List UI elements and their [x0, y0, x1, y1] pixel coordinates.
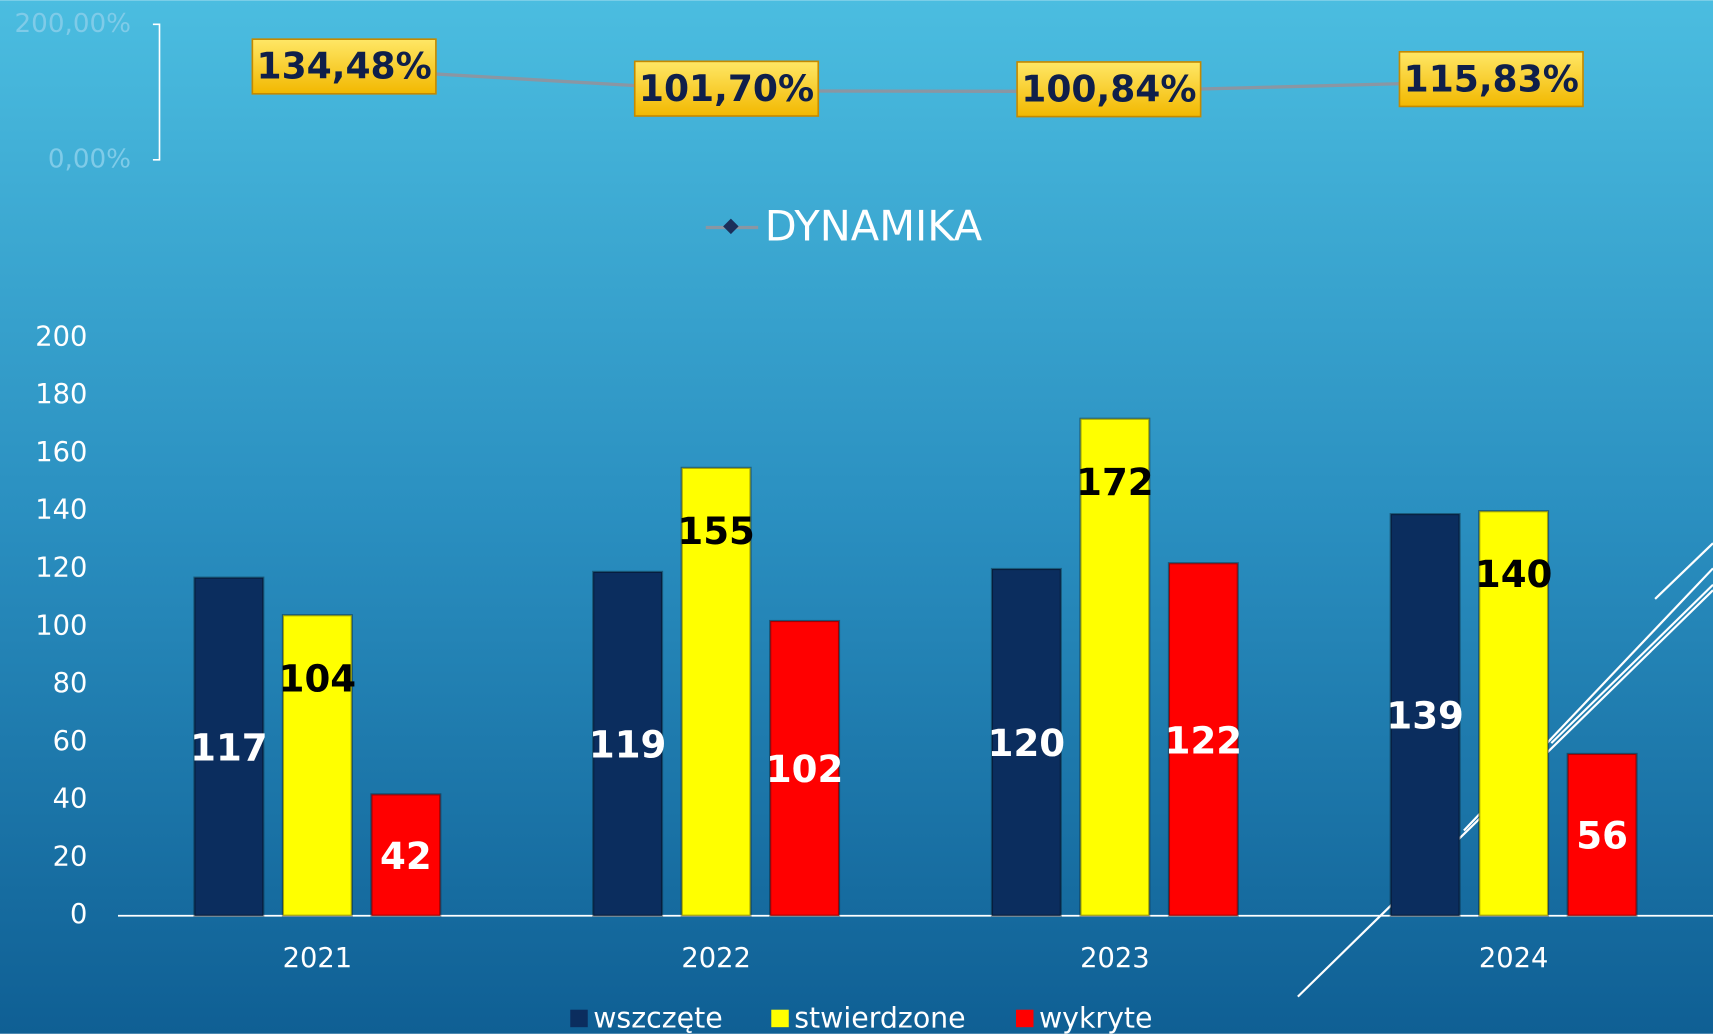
- legend-label: DYNAMIKA: [765, 202, 983, 251]
- legend-swatch: [771, 1010, 788, 1027]
- data-label: 56: [1576, 815, 1628, 858]
- legend-label: wykryte: [1039, 1002, 1153, 1034]
- x-tick-label: 2024: [1479, 943, 1548, 974]
- data-label: 119: [589, 724, 667, 767]
- y-tick-label: 0: [70, 899, 87, 930]
- legend-swatch: [570, 1010, 587, 1027]
- data-label: 42: [380, 835, 432, 878]
- y-tick-label: 20: [53, 841, 88, 872]
- y-tick-label: 0,00%: [48, 144, 131, 174]
- data-label: 122: [1165, 719, 1243, 762]
- y-tick-label: 40: [53, 784, 88, 815]
- y-tick-label: 120: [35, 553, 87, 584]
- y-tick-label: 200,00%: [15, 9, 132, 39]
- data-label: 140: [1475, 553, 1552, 596]
- page: 0,00% 200,00% 134,48% 101,70% 100,84% 115,83%…: [0, 0, 1713, 1034]
- data-label: 117: [190, 726, 268, 769]
- data-label: 172: [1076, 461, 1154, 504]
- x-tick-label: 2023: [1080, 943, 1149, 974]
- data-label: 134,48%: [257, 46, 432, 88]
- y-tick-label: 200: [35, 321, 87, 352]
- x-tick-label: 2021: [283, 943, 352, 974]
- data-label: 104: [279, 657, 357, 700]
- data-label: 120: [988, 722, 1066, 765]
- data-label: 102: [766, 748, 844, 791]
- chart: 0,00% 200,00% 134,48% 101,70% 100,84% 115,83%…: [0, 0, 1713, 1034]
- y-tick-label: 60: [53, 726, 88, 757]
- x-tick-label: 2022: [681, 943, 750, 974]
- y-tick-label: 160: [35, 437, 87, 468]
- data-label: 139: [1386, 695, 1464, 738]
- data-label: 101,70%: [639, 68, 814, 110]
- legend-label: stwierdzone: [794, 1002, 965, 1034]
- y-tick-label: 140: [35, 495, 87, 526]
- data-label: 155: [677, 510, 755, 553]
- data-label: 115,83%: [1404, 58, 1579, 100]
- legend-swatch: [1016, 1010, 1033, 1027]
- legend-label: wszczęte: [593, 1002, 723, 1034]
- data-label: 100,84%: [1021, 68, 1196, 110]
- y-tick-label: 80: [53, 668, 88, 699]
- y-tick-label: 180: [35, 379, 87, 410]
- y-tick-label: 100: [35, 610, 87, 641]
